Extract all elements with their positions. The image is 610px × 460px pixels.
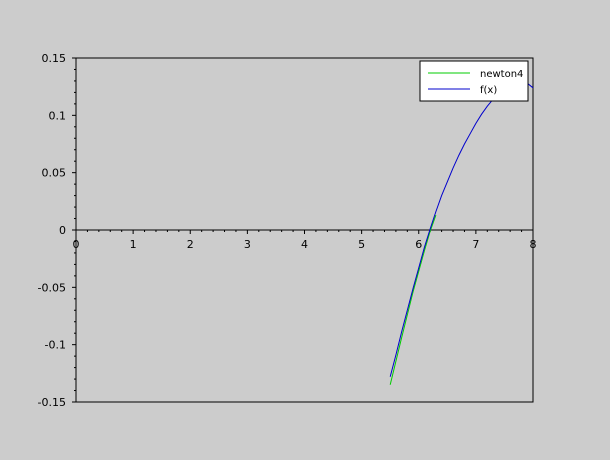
x-tick-label: 6 bbox=[415, 238, 422, 251]
series-line-newton4 bbox=[389, 214, 437, 385]
x-tick-label: 7 bbox=[472, 238, 479, 251]
legend: newton4 f(x) bbox=[419, 60, 529, 102]
y-tick-label: -0.1 bbox=[45, 339, 66, 352]
legend-label: f(x) bbox=[480, 85, 497, 96]
legend-label: newton4 bbox=[480, 69, 523, 80]
y-tick-label: 0.1 bbox=[49, 109, 67, 122]
y-axis: 0.15 0.1 0.05 0 -0.05 -0.1 -0.15 bbox=[38, 52, 76, 409]
x-tick-label: 2 bbox=[187, 238, 194, 251]
y-tick-label: 0.15 bbox=[42, 52, 67, 65]
y-tick-label: -0.15 bbox=[38, 396, 66, 409]
y-tick-label: -0.05 bbox=[38, 281, 66, 294]
x-tick-label: 4 bbox=[301, 238, 308, 251]
x-tick-label: 0 bbox=[73, 238, 80, 251]
y-tick-label: 0.05 bbox=[42, 167, 67, 180]
x-tick-label: 1 bbox=[130, 238, 137, 251]
legend-box bbox=[419, 60, 529, 102]
x-tick-label: 5 bbox=[358, 238, 365, 251]
x-tick-label: 3 bbox=[244, 238, 251, 251]
x-tick-label: 8 bbox=[530, 238, 537, 251]
y-tick-label: 0 bbox=[59, 224, 66, 237]
x-axis: 0 1 2 3 4 5 6 7 8 bbox=[73, 229, 537, 251]
